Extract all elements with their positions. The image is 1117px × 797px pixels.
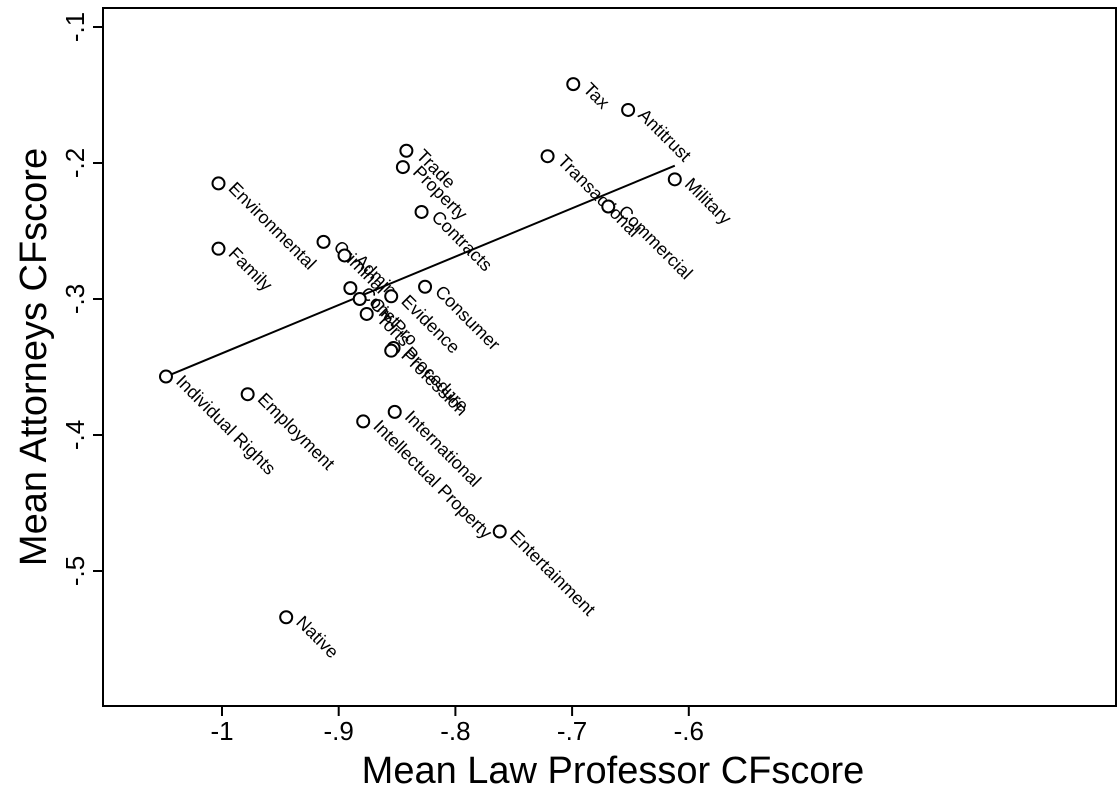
y-tick-label: -.2 (60, 148, 90, 178)
data-point (384, 289, 399, 304)
data-point (356, 414, 371, 429)
x-tick-label: -.7 (557, 716, 587, 746)
y-tick-label: -.4 (60, 420, 90, 450)
point-label: Native (292, 612, 342, 662)
data-point (240, 387, 255, 402)
point-label: Family (225, 243, 277, 295)
y-axis-title: Mean Attorneys CFscore (13, 148, 55, 566)
point-label: Tax (579, 79, 613, 113)
data-point (211, 176, 226, 191)
plot-frame (102, 7, 1117, 707)
x-tick-label: -.8 (440, 716, 470, 746)
x-axis-title: Mean Law Professor CFscore (362, 750, 865, 792)
data-point (621, 102, 636, 117)
data-point (279, 610, 294, 625)
point-label: Antitrust (634, 105, 695, 166)
data-point (343, 281, 358, 296)
data-point (601, 199, 616, 214)
data-point (158, 369, 173, 384)
y-tick-label: -.5 (60, 556, 90, 586)
x-tick-label: -.9 (324, 716, 354, 746)
data-point (399, 143, 414, 158)
y-tick-label: -.1 (60, 12, 90, 42)
data-point (414, 204, 429, 219)
data-point (395, 160, 410, 175)
point-label: Profession (397, 345, 471, 419)
fit-line-group (165, 164, 676, 378)
point-label: Commercial (614, 201, 696, 283)
data-point (359, 306, 374, 321)
data-point (211, 241, 226, 256)
point-label: Entertainment (506, 526, 599, 619)
data-point (492, 524, 507, 539)
data-point (384, 343, 399, 358)
x-tick-label: -.6 (674, 716, 704, 746)
data-point (667, 172, 682, 187)
point-label: Individual Rights (172, 371, 280, 479)
data-point (387, 404, 402, 419)
y-tick-label: -.3 (60, 284, 90, 314)
x-tick-label: -1 (210, 716, 233, 746)
point-label: Military (681, 174, 735, 228)
x-axis-ticks: -1 -.9 -.8 -.7 -.6 (210, 706, 704, 746)
data-point (566, 77, 581, 92)
y-axis-ticks: -.5 -.4 -.3 -.2 -.1 (60, 12, 103, 586)
fit-line (165, 164, 676, 378)
data-point (418, 279, 433, 294)
points-group: TaxAntitrustMilitaryTransactionalCommerc… (158, 77, 735, 662)
data-point (540, 149, 555, 164)
data-point (316, 234, 331, 249)
data-point (352, 292, 367, 306)
data-point (337, 248, 352, 263)
